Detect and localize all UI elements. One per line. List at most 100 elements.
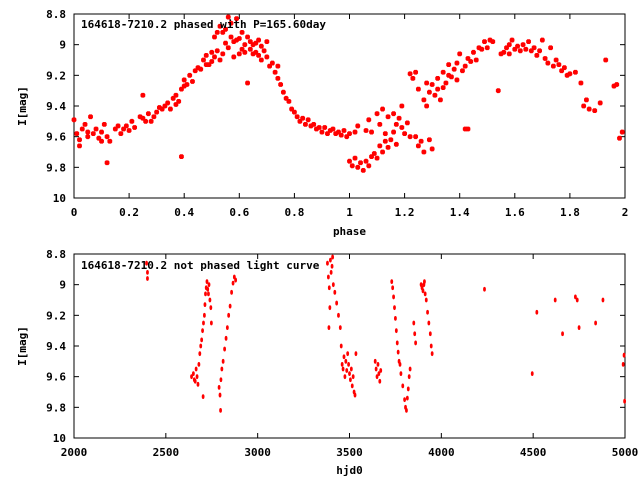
data-point	[358, 160, 364, 166]
x-tick-label: 1.8	[560, 206, 580, 219]
data-point	[126, 128, 132, 134]
data-point	[146, 276, 149, 281]
x-tick-label: 2500	[153, 446, 180, 459]
data-point	[424, 103, 430, 109]
data-point	[340, 362, 344, 367]
data-point	[204, 291, 207, 297]
data-point	[162, 103, 168, 109]
data-point	[335, 300, 339, 306]
data-point	[201, 328, 204, 334]
data-point	[454, 77, 460, 83]
x-tick-label: 2	[622, 206, 629, 219]
data-point	[211, 34, 218, 40]
data-point	[225, 14, 231, 20]
data-point	[427, 320, 431, 326]
data-point	[413, 69, 419, 75]
data-point	[203, 302, 207, 307]
data-point	[96, 135, 102, 141]
y-axis-label: I[mag]	[16, 86, 29, 126]
data-point	[228, 20, 234, 26]
data-point	[597, 100, 603, 106]
data-point	[526, 39, 532, 45]
data-point	[553, 57, 559, 63]
data-point	[225, 325, 229, 330]
data-point	[509, 37, 515, 43]
data-point	[374, 155, 380, 161]
data-point	[377, 371, 381, 376]
data-point	[426, 309, 429, 315]
data-point	[220, 366, 224, 372]
data-point	[264, 54, 270, 60]
data-point	[181, 77, 187, 83]
data-point	[231, 54, 237, 60]
data-point	[353, 392, 357, 398]
data-point	[363, 158, 369, 164]
data-point	[184, 82, 190, 88]
data-point	[346, 158, 353, 164]
data-point	[352, 155, 358, 161]
data-point	[85, 134, 91, 140]
data-point	[371, 151, 377, 157]
data-point	[236, 51, 242, 57]
data-point	[264, 39, 270, 45]
data-point	[140, 92, 146, 98]
data-point	[328, 257, 332, 263]
data-point	[553, 297, 557, 303]
data-point	[457, 51, 463, 57]
data-point	[369, 129, 375, 135]
data-point	[197, 362, 201, 367]
data-point	[230, 289, 233, 295]
data-point	[619, 129, 625, 135]
data-point	[616, 135, 622, 141]
data-point	[214, 29, 220, 35]
y-tick-label: 9.4	[46, 100, 66, 113]
data-point	[380, 106, 386, 112]
data-point	[170, 95, 176, 101]
data-point	[421, 149, 427, 155]
data-point	[487, 37, 493, 43]
data-point	[253, 40, 259, 46]
data-point	[331, 254, 335, 260]
data-point	[481, 39, 488, 45]
data-point	[326, 274, 330, 280]
data-point	[256, 37, 262, 43]
data-point	[333, 131, 339, 137]
x-tick-label: 4000	[428, 446, 455, 459]
data-point	[429, 343, 433, 349]
unphased-light-curve-panel: 2000 2500 3000 3500 4000 4500 5000 8.8 9 9.2 9.4 9.…	[16, 248, 638, 477]
data-point	[396, 349, 400, 355]
y-tick-label: 9.8	[46, 161, 66, 174]
data-point	[506, 42, 512, 48]
plot-frame	[73, 253, 626, 439]
data-point	[412, 320, 416, 326]
data-point	[394, 328, 398, 334]
data-point	[504, 45, 510, 51]
data-point	[396, 115, 402, 121]
data-point	[349, 366, 353, 372]
x-tick-label: 4500	[520, 446, 547, 459]
data-point	[132, 124, 138, 130]
data-point	[331, 282, 335, 288]
data-point	[534, 52, 540, 58]
y-tick-label: 9.2	[46, 69, 66, 82]
data-point	[484, 45, 490, 51]
data-point	[407, 374, 411, 380]
x-tick-label: 0.8	[284, 206, 304, 219]
data-point	[429, 82, 435, 88]
x-tick-label: 1.6	[505, 206, 525, 219]
data-point	[291, 109, 297, 115]
data-point	[236, 36, 242, 42]
data-point	[256, 52, 262, 58]
x-tick-label: 0.4	[174, 206, 194, 219]
x-tick-label: 1.2	[395, 206, 415, 219]
data-point	[115, 123, 121, 129]
data-point	[490, 39, 496, 45]
data-point	[85, 129, 91, 135]
data-point	[594, 320, 598, 326]
data-point	[375, 374, 379, 380]
data-point	[178, 154, 184, 160]
data-point	[209, 59, 215, 65]
data-point	[224, 335, 228, 341]
data-point	[346, 131, 353, 137]
